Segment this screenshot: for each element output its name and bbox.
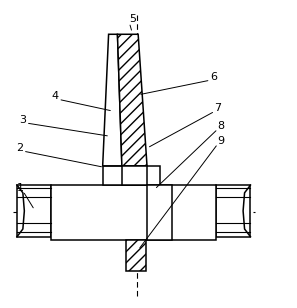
Bar (51, 185, 217, 240)
Bar (122, 166, 147, 185)
Text: 5: 5 (129, 14, 136, 25)
Text: 8: 8 (217, 121, 225, 131)
Text: 6: 6 (210, 72, 217, 82)
Bar (126, 240, 146, 271)
Text: 1: 1 (16, 183, 23, 193)
Polygon shape (103, 34, 122, 166)
Text: 4: 4 (52, 91, 59, 101)
Bar (217, 185, 250, 237)
Text: 3: 3 (19, 115, 26, 125)
Bar (103, 166, 160, 185)
Bar (147, 185, 172, 240)
Text: 7: 7 (214, 103, 222, 113)
Bar (17, 185, 51, 237)
Text: 9: 9 (217, 136, 225, 146)
Polygon shape (117, 34, 147, 166)
Text: 2: 2 (16, 143, 23, 153)
